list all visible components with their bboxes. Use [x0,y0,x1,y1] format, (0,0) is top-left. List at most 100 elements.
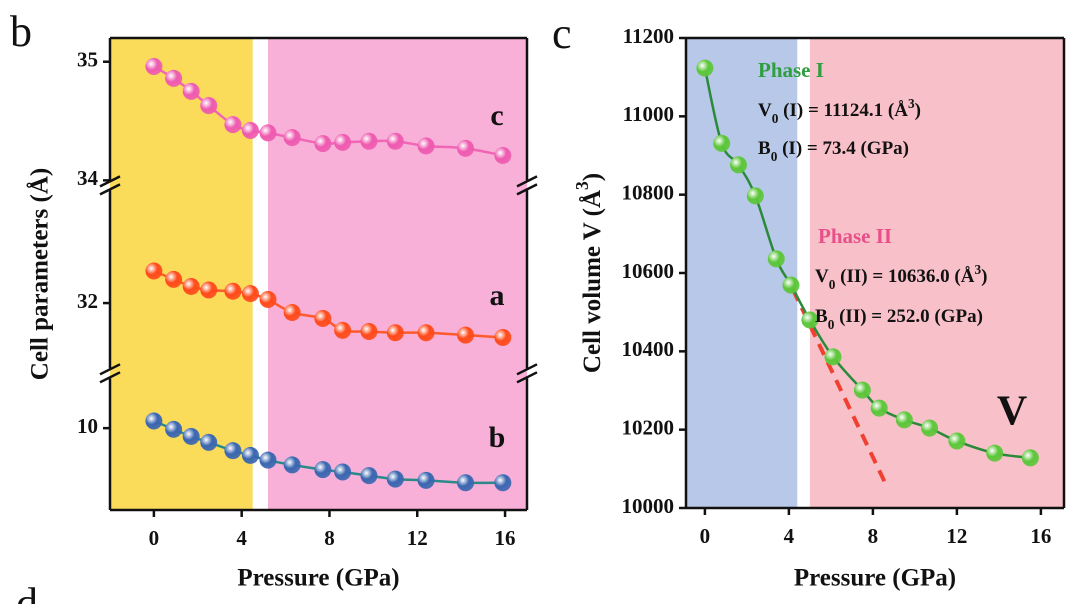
y-tick-label: 10600 [622,259,675,283]
data-point [730,156,747,174]
data-point [457,326,475,344]
data-point [314,461,332,479]
x-tick-label: 8 [324,526,335,550]
data-point [746,187,764,205]
rich-text: Phase II [818,224,892,248]
rich-text: Phase I [758,58,824,82]
data-point [1021,449,1039,467]
axis-break [516,363,538,376]
panel-label: c [552,9,572,58]
text-part: 0 [771,149,778,164]
x-tick-label: 0 [700,524,711,548]
x-axis-title: Pressure (GPa) [237,565,399,592]
data-point [417,137,435,155]
data-point [494,146,512,164]
data-point [853,381,871,399]
data-point [417,324,435,342]
x-tick-label: 16 [1030,524,1051,548]
data-point [182,82,200,100]
data-point [182,277,200,295]
data-point [801,311,819,329]
data-point [386,470,404,488]
series-label: c [490,99,503,132]
data-point [241,122,259,140]
rich-text: V0 (I) = 11124.1 (Å3) [758,96,921,126]
data-point [870,399,888,417]
axis-break [99,371,121,384]
data-point [165,69,183,87]
y-tick-label: 10400 [622,337,675,361]
data-point [824,348,842,366]
text-part: B [815,306,828,327]
y-tick-label: 34 [77,166,99,190]
data-point [145,412,163,430]
text-part: V [758,100,772,121]
text-part: 0 [772,111,779,126]
data-point [334,463,352,481]
data-point [386,132,404,150]
text-part: 3 [908,96,915,111]
data-point [334,321,352,339]
panel-label: d [16,579,38,604]
panel-label: b [10,7,32,56]
y-tick-label: 10000 [622,494,675,518]
data-point [200,97,218,115]
data-point [713,134,731,152]
data-point [200,281,218,299]
x-axis-title: Pressure (GPa) [794,565,956,592]
data-point [494,328,512,346]
text-part: 0 [829,277,836,292]
data-point [145,262,163,280]
data-point [360,467,378,485]
x-tick-label: 0 [149,526,160,550]
data-point [259,451,277,469]
y-tick-label: 11200 [623,24,674,48]
axis-break [99,175,121,188]
data-point [283,129,301,147]
text-part: Phase I [758,58,824,82]
text-part: V [815,266,829,287]
rich-text: B0 (I) = 73.4 (GPa) [758,138,909,163]
data-point [417,471,435,489]
y-tick-label: 35 [77,48,98,72]
data-point [145,57,163,75]
data-point [948,432,966,450]
x-tick-label: 4 [236,526,247,550]
data-point [767,250,785,268]
y-tick-label: 11000 [623,102,674,126]
data-point [283,456,301,474]
axis-break [99,363,121,376]
rich-text: Cell volume V (Å3) [572,173,606,373]
y-tick-label: 10800 [622,180,675,204]
shaded-region [110,38,253,510]
y-tick-label: 10 [77,414,98,438]
text-part: Phase II [818,224,892,248]
axis-break [516,371,538,384]
text-part: (II) = 10636.0 (Å [835,266,974,287]
data-point [782,276,800,294]
shaded-region [268,38,527,510]
data-point [241,285,259,303]
axis-break [516,175,538,188]
data-point [494,474,512,492]
y-tick-label: 32 [77,289,98,313]
shaded-region [686,38,798,508]
rich-text: B0 (II) = 252.0 (GPa) [815,306,983,331]
x-tick-label: 12 [946,524,967,548]
x-tick-label: 12 [407,526,428,550]
data-point [360,323,378,341]
data-point [259,124,277,142]
data-point [165,270,183,288]
text-part: Cell volume V (Å [578,190,606,373]
text-part: ) [579,173,606,181]
data-point [360,132,378,150]
data-point [259,291,277,309]
data-point [314,309,332,327]
text-part: ) [915,100,921,121]
text-part: (I) = 73.4 (GPa) [777,138,909,159]
x-tick-label: 8 [868,524,879,548]
text-part: 3 [974,262,981,277]
data-point [241,446,259,464]
data-point [224,442,242,460]
